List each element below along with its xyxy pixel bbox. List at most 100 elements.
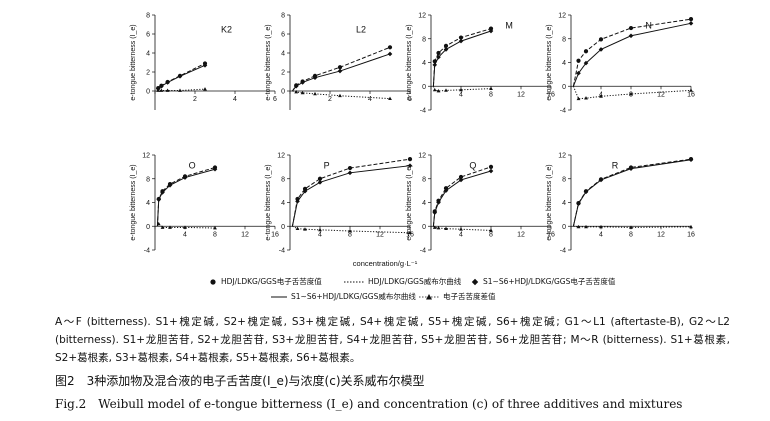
series-S-plus-mix [572,21,694,87]
y-axis-label: e-tongue bitterness (I_e) [546,164,553,240]
data-point [576,58,581,63]
legend-diamond-marker-icon [471,278,479,285]
series-S-plus-mix [291,163,413,227]
data-point [160,190,165,195]
data-point [458,38,464,44]
data-point [302,188,308,194]
x-tick-label: 12 [657,231,665,238]
y-tick-label: 4 [562,60,566,67]
series-line [156,64,206,92]
data-point [300,80,305,85]
series-diff [292,225,412,235]
y-tick-label: 6 [146,32,150,39]
legend-solid-line-icon [271,296,287,297]
data-point [432,62,438,68]
data-point [436,54,441,60]
x-tick-label: 4 [233,96,237,103]
x-tick-label: 12 [517,231,525,238]
y-tick-label: 2 [281,70,285,77]
data-point [688,17,694,22]
y-axis-label: e-tongue bitterness (I_e) [265,24,272,100]
data-point [317,180,323,185]
data-point [338,93,342,98]
y-tick-label: 8 [422,36,426,43]
series-mix [291,45,393,92]
series-diff [292,89,392,100]
y-axis-label: e-tongue bitterness (I_e) [406,164,413,240]
data-point [576,70,581,76]
series-line [156,166,216,227]
y-tick-label: 8 [422,176,426,183]
panel-label: P [324,161,330,171]
data-point [688,157,694,163]
caption-note: A～F (bitterness). S1+槐定碱, S2+槐定碱, S3+槐定碱… [55,316,730,364]
data-point [459,227,463,231]
data-point [303,227,307,231]
y-tick-label: 8 [562,36,566,43]
series-S-plus-mix [156,166,218,227]
series-line [432,170,492,227]
y-axis-label: e-tongue bitterness (I_e) [130,24,137,100]
data-point [458,177,464,183]
legend-s-curve-label: S1~S6+HDJ/LDKG/GGS威布尔曲线 [291,292,416,301]
data-point [156,88,161,92]
data-point [599,94,603,98]
series-line [292,90,391,100]
data-point [628,25,634,31]
data-point [436,50,441,56]
series-line [573,225,692,228]
y-tick-label: 8 [146,13,150,20]
data-point [432,225,437,229]
x-axis-label: concentration/g·L⁻¹ [353,259,418,268]
data-point [347,165,353,171]
data-point [576,224,581,229]
data-point [432,87,437,92]
data-point [294,89,299,94]
legend-mix-points-label: HDJ/LDKG/GGS电子舌苦度值 [221,277,322,286]
caption-title-en: Fig.2 Weibull model of e-tongue bitterne… [55,397,683,411]
x-tick-label: 8 [629,231,633,238]
series-mix [572,157,694,227]
data-point [628,166,634,171]
data-point [302,186,308,191]
data-point [300,90,305,95]
data-point [159,83,164,89]
data-point [443,43,449,48]
panel-label: N [645,21,652,31]
data-point [598,177,604,183]
series-line [572,86,692,100]
y-tick-label: 0 [422,84,426,91]
x-tick-label: 12 [376,231,384,238]
y-tick-label: 0 [562,224,566,231]
x-tick-label: 2 [193,96,197,103]
x-tick-label: 16 [406,231,414,238]
series-S-plus-mix [572,157,694,227]
data-point [584,224,588,229]
y-tick-label: -4 [560,248,566,255]
data-point [598,47,604,52]
x-tick-label: 4 [368,96,372,103]
legend-mix-curve-label: HDJ/LDKG/GGS威布尔曲线 [368,277,462,286]
y-axis-label: e-tongue bitterness (I_e) [130,164,137,240]
data-point [488,164,494,169]
data-point [313,91,317,96]
data-point [168,225,172,229]
data-point [488,26,494,31]
x-tick-label: 8 [213,231,217,238]
y-tick-label: -4 [420,248,426,255]
series-line [572,22,692,87]
x-tick-label: 4 [459,91,463,98]
y-tick-label: 0 [281,224,285,231]
legend-s-curve: S1~S6+HDJ/LDKG/GGS威布尔曲线 [270,291,416,302]
data-point [347,170,353,176]
data-point [458,35,464,40]
x-tick-label: 8 [348,231,352,238]
series-diff [573,224,693,229]
data-point [212,166,218,172]
y-axis-label: e-tongue bitterness (I_e) [546,24,553,100]
data-point [629,225,633,229]
